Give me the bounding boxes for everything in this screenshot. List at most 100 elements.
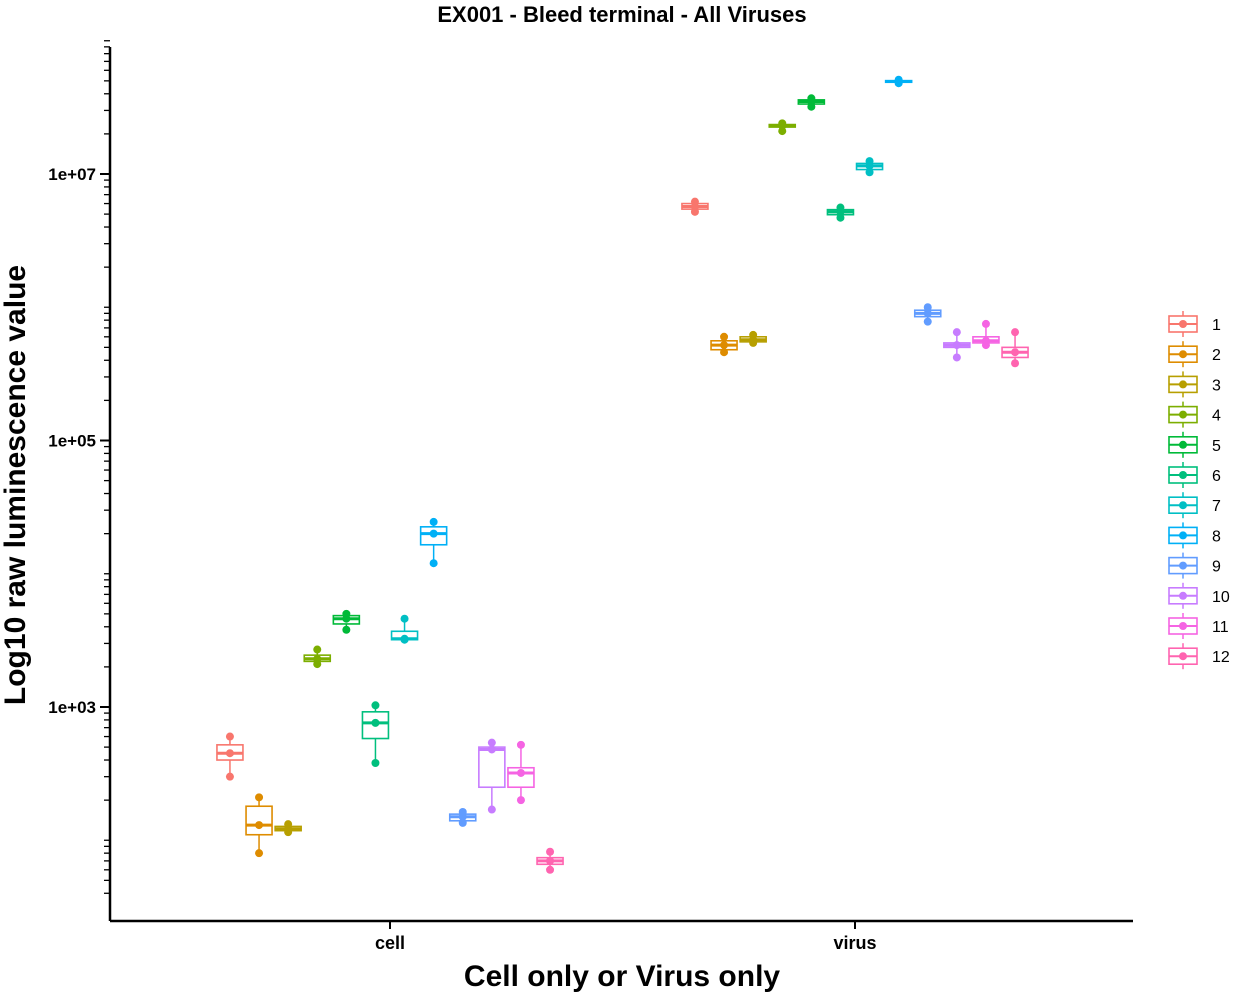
y-tick-label: 1e+05 (48, 432, 96, 451)
data-point (720, 348, 729, 357)
box-virus-9 (913, 303, 942, 326)
data-point (546, 856, 555, 865)
data-point (313, 645, 322, 654)
box-virus-2 (710, 332, 738, 357)
data-point (225, 749, 234, 758)
data-point (865, 157, 874, 166)
legend-key-point (1179, 531, 1187, 540)
data-point (458, 807, 467, 816)
data-point (690, 197, 699, 206)
data-point (429, 529, 438, 538)
data-point (1011, 359, 1020, 368)
data-point (516, 768, 525, 777)
box-virus-8 (884, 75, 913, 88)
legend-label: 6 (1212, 468, 1221, 485)
data-point (255, 849, 264, 858)
legend-label: 10 (1212, 589, 1230, 606)
legend-key-point (1179, 561, 1187, 570)
data-point (400, 634, 409, 643)
legend-item-5: 5 (1168, 431, 1221, 458)
data-point (952, 328, 961, 337)
data-point (894, 75, 903, 84)
legend-label: 4 (1212, 408, 1221, 425)
box-cell-12 (536, 847, 564, 874)
data-point (807, 94, 816, 103)
data-point (923, 303, 932, 312)
box-cell-1 (216, 732, 244, 781)
box-cell-6 (361, 701, 390, 767)
box-virus-6 (826, 203, 855, 222)
legend-item-11: 11 (1168, 613, 1229, 639)
data-point (225, 772, 234, 781)
boxes (216, 75, 1029, 874)
legend-label: 2 (1212, 347, 1221, 364)
box-cell-4 (303, 645, 332, 669)
box-virus-4 (768, 119, 797, 136)
legend-item-8: 8 (1168, 522, 1221, 549)
data-point (981, 336, 990, 345)
legend-label: 8 (1212, 528, 1221, 545)
data-point (836, 203, 845, 212)
legend-key-point (1179, 622, 1187, 630)
legend-label: 7 (1212, 498, 1221, 515)
box-virus-11 (972, 319, 1000, 350)
legend-item-1: 1 (1168, 311, 1221, 337)
data-point (371, 718, 380, 727)
x-tick-label: cell (375, 933, 405, 953)
data-point (516, 796, 525, 805)
y-axis-title: Log10 raw luminescence value (0, 265, 32, 705)
y-tick-label: 1e+03 (48, 698, 96, 717)
legend-key-point (1179, 440, 1187, 449)
box-cell-10 (478, 738, 506, 814)
legend-label: 5 (1212, 438, 1221, 455)
data-point (342, 609, 351, 618)
data-point (546, 847, 555, 856)
data-point (487, 738, 496, 747)
legend-label: 3 (1212, 377, 1221, 394)
box-iqr (478, 746, 506, 789)
data-point (313, 654, 322, 663)
legend-key-point (1179, 652, 1187, 661)
data-point (923, 317, 932, 326)
box-cell-5 (332, 609, 361, 634)
box-virus-1 (681, 197, 709, 216)
box-cell-7 (390, 614, 419, 644)
data-point (778, 119, 787, 128)
legend-label: 12 (1212, 649, 1230, 666)
legend-label: 1 (1212, 317, 1221, 334)
data-point (371, 701, 380, 710)
box-virus-10 (943, 328, 971, 362)
data-point (865, 168, 874, 177)
legend-key-point (1179, 471, 1187, 479)
box-cell-2 (245, 793, 273, 858)
legend-key-point (1179, 410, 1187, 419)
box-virus-5 (797, 94, 826, 111)
legend-item-12: 12 (1168, 643, 1230, 670)
box-iqr (245, 805, 273, 836)
data-point (284, 820, 293, 829)
legend-item-10: 10 (1168, 582, 1230, 609)
data-point (981, 319, 990, 328)
data-point (749, 330, 758, 339)
data-point (836, 213, 845, 222)
data-point (720, 332, 729, 341)
data-point (400, 614, 409, 623)
data-point (952, 353, 961, 362)
chart-title: EX001 - Bleed terminal - All Viruses (437, 2, 806, 27)
legend-item-6: 6 (1168, 462, 1221, 488)
legend-label: 11 (1212, 619, 1229, 636)
data-point (1011, 348, 1020, 357)
box-cell-9 (448, 807, 477, 827)
data-point (487, 805, 496, 814)
y-tick-label: 1e+07 (48, 165, 96, 184)
box-cell-3 (274, 820, 302, 837)
data-point (546, 865, 555, 874)
data-point (1011, 328, 1020, 337)
box-virus-7 (855, 157, 884, 177)
data-point (342, 625, 351, 634)
data-point (458, 818, 467, 827)
x-axis-title: Cell only or Virus only (464, 960, 781, 993)
box-virus-3 (739, 330, 767, 347)
